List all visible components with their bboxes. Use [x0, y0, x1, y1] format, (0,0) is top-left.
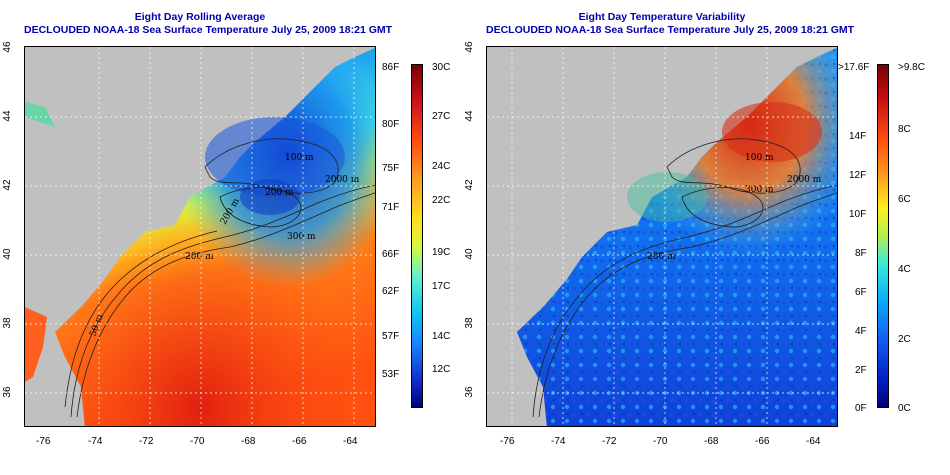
right-y-tick-36: 36 [464, 386, 475, 398]
left-y-tick-38: 38 [2, 317, 13, 329]
left-y-tick-46: 46 [2, 41, 13, 53]
left-cbar-f-57: 57F [382, 331, 400, 342]
left-contour-label-2: 200 m [265, 188, 294, 198]
left-contour-label-3: 300 m [287, 232, 316, 242]
left-map-panel: 100 m 200 m 300 m 2000 m 200 m 50 m 200 … [24, 46, 376, 427]
left-cbar-f-66: 66F [382, 249, 400, 260]
right-cbar-c-2: 2C [898, 334, 911, 345]
left-cbar-c-12: 12C [432, 364, 451, 375]
left-x-tick-72: -72 [139, 436, 154, 447]
left-title-line1: Eight Day Rolling Average [134, 11, 266, 23]
left-cbar-f-86: 86F [382, 62, 400, 73]
right-bathymetry-contours [532, 138, 837, 418]
right-x-tick-64: -64 [806, 436, 821, 447]
right-cbar-c-max: >9.8C [898, 62, 925, 73]
left-y-tick-36: 36 [2, 386, 13, 398]
right-contour-label-4: 200 m [647, 252, 676, 262]
left-cbar-f-80: 80F [382, 119, 400, 130]
right-x-tick-74: -74 [551, 436, 566, 447]
left-x-tick-68: -68 [241, 436, 256, 447]
left-grid [25, 47, 375, 426]
left-cbar-f-71: 71F [382, 202, 400, 213]
right-title-line2: DECLOUDED NOAA-18 Sea Surface Temperatur… [486, 24, 855, 36]
left-y-tick-40: 40 [2, 248, 13, 260]
left-contour-label-5: 200 m [185, 252, 214, 262]
right-y-tick-40: 40 [464, 248, 475, 260]
right-grid [487, 47, 837, 426]
right-y-tick-44: 44 [464, 110, 475, 122]
right-cbar-f-8: 8F [855, 248, 867, 259]
right-cbar-c-0: 0C [898, 403, 911, 414]
right-cbar-f-10: 10F [849, 209, 867, 220]
right-contour-label-3: 2000 m [787, 175, 822, 185]
right-cbar-f-12: 12F [849, 170, 867, 181]
right-x-tick-66: -66 [755, 436, 770, 447]
right-cbar-f-2: 2F [855, 365, 867, 376]
right-x-tick-68: -68 [704, 436, 719, 447]
left-cbar-c-27: 27C [432, 111, 451, 122]
right-cbar-f-max: >17.6F [838, 62, 870, 73]
right-cbar-f-4: 4F [855, 326, 867, 337]
left-bathymetry-contours [64, 138, 375, 418]
right-cbar-f-14: 14F [849, 131, 867, 142]
right-cbar-c-4: 4C [898, 264, 911, 275]
right-colorbar [877, 64, 889, 408]
left-x-tick-70: -70 [190, 436, 205, 447]
right-map-panel: 100 m 300 m 2000 m 200 m [486, 46, 838, 427]
right-cbar-f-0: 0F [855, 403, 867, 414]
right-x-tick-70: -70 [653, 436, 668, 447]
right-x-tick-76: -76 [500, 436, 515, 447]
right-contour-label-1: 100 m [745, 153, 774, 163]
right-y-tick-46: 46 [464, 41, 475, 53]
left-title-line2: DECLOUDED NOAA-18 Sea Surface Temperatur… [24, 24, 393, 36]
left-cbar-c-30: 30C [432, 62, 451, 73]
left-contour-label-1: 100 m [285, 153, 314, 163]
left-x-tick-66: -66 [292, 436, 307, 447]
right-cbar-f-6: 6F [855, 287, 867, 298]
left-cbar-c-19: 19C [432, 247, 451, 258]
right-cbar-c-6: 6C [898, 194, 911, 205]
left-y-tick-42: 42 [2, 179, 13, 191]
right-x-tick-72: -72 [602, 436, 617, 447]
left-colorbar [411, 64, 423, 408]
left-x-tick-76: -76 [36, 436, 51, 447]
left-contour-label-4: 2000 m [325, 175, 360, 185]
left-cbar-f-53: 53F [382, 369, 400, 380]
left-y-tick-44: 44 [2, 110, 13, 122]
left-sst-map: 100 m 200 m 300 m 2000 m 200 m 50 m 200 … [25, 47, 375, 426]
left-cbar-f-62: 62F [382, 286, 400, 297]
right-title-line1: Eight Day Temperature Variability [578, 11, 746, 23]
right-contour-label-2: 300 m [745, 185, 774, 195]
right-variability-map: 100 m 300 m 2000 m 200 m [487, 47, 837, 426]
left-cbar-f-75: 75F [382, 163, 400, 174]
left-x-tick-74: -74 [88, 436, 103, 447]
right-y-tick-42: 42 [464, 179, 475, 191]
left-cbar-c-24: 24C [432, 161, 451, 172]
left-cbar-c-22: 22C [432, 195, 451, 206]
left-cbar-c-14: 14C [432, 331, 451, 342]
right-cbar-c-8: 8C [898, 124, 911, 135]
right-y-tick-38: 38 [464, 317, 475, 329]
left-cbar-c-17: 17C [432, 281, 451, 292]
left-x-tick-64: -64 [343, 436, 358, 447]
